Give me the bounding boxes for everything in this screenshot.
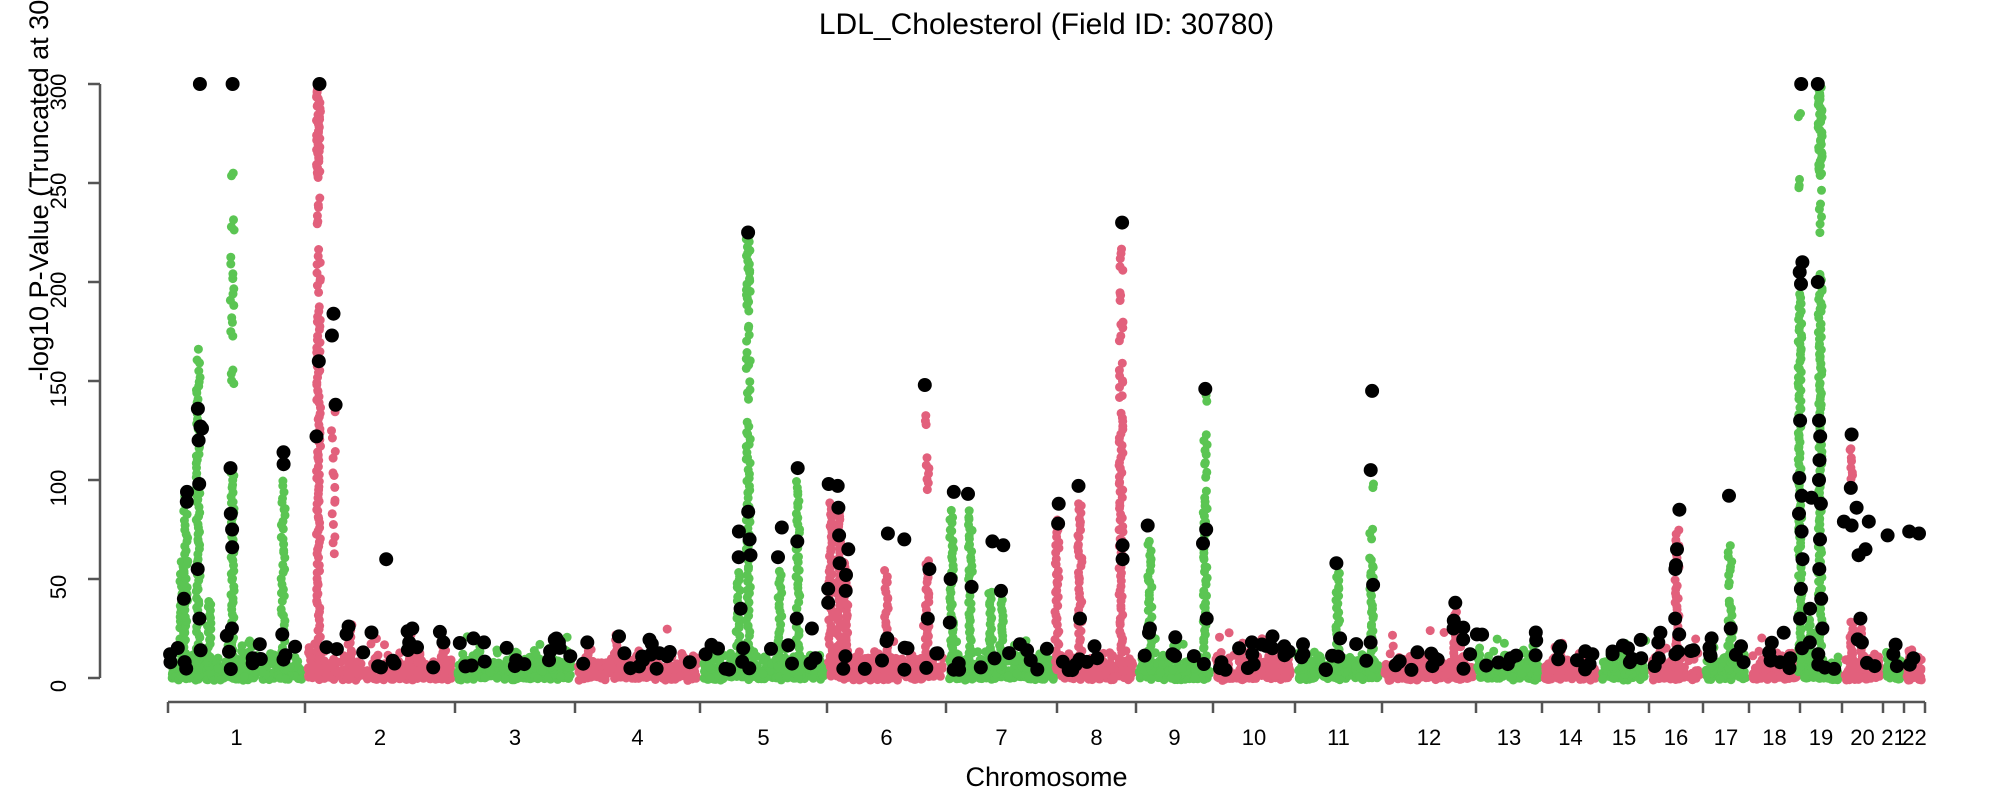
y-tick-label: 150 bbox=[46, 371, 71, 408]
highlighted-points bbox=[163, 77, 1926, 676]
y-tick-label: 50 bbox=[46, 575, 71, 599]
chromosome-tick-label: 21 bbox=[1881, 725, 1905, 750]
chromosome-tick-label: 6 bbox=[880, 725, 892, 750]
chromosome-tick-label: 16 bbox=[1664, 725, 1688, 750]
chromosome-tick-label: 18 bbox=[1762, 725, 1786, 750]
y-tick-label: 0 bbox=[46, 680, 71, 692]
chromosome-tick-label: 2 bbox=[374, 725, 386, 750]
y-tick-label: 100 bbox=[46, 470, 71, 507]
points-layer bbox=[163, 77, 1926, 685]
chromosome-tick-label: 4 bbox=[631, 725, 643, 750]
chromosome-tick-label: 14 bbox=[1558, 725, 1582, 750]
y-tick-label: 300 bbox=[46, 74, 71, 111]
chromosome-tick-label: 22 bbox=[1902, 725, 1926, 750]
chromosome-tick-label: 15 bbox=[1612, 725, 1636, 750]
chromosome-tick-label: 19 bbox=[1809, 725, 1833, 750]
y-tick-label: 200 bbox=[46, 272, 71, 309]
chromosome-tick-label: 5 bbox=[757, 725, 769, 750]
chromosome-tick-label: 10 bbox=[1242, 725, 1266, 750]
y-tick-label: 250 bbox=[46, 173, 71, 210]
chromosome-tick-label: 8 bbox=[1090, 725, 1102, 750]
signal-towers bbox=[175, 80, 1916, 677]
chromosome-tick-label: 9 bbox=[1168, 725, 1180, 750]
chromosome-tick-label: 13 bbox=[1497, 725, 1521, 750]
x-axis-title: Chromosome bbox=[965, 762, 1128, 792]
highlighted-scatter bbox=[170, 620, 1917, 678]
chromosome-tick-label: 7 bbox=[995, 725, 1007, 750]
chromosome-tick-label: 12 bbox=[1417, 725, 1441, 750]
chromosome-tick-label: 11 bbox=[1327, 725, 1350, 750]
chromosome-tick-label: 1 bbox=[230, 725, 242, 750]
plot-title: LDL_Cholesterol (Field ID: 30780) bbox=[818, 8, 1275, 41]
chromosome-tick-label: 3 bbox=[509, 725, 521, 750]
chromosome-tick-label: 17 bbox=[1714, 725, 1738, 750]
chromosome-tick-label: 20 bbox=[1850, 725, 1874, 750]
